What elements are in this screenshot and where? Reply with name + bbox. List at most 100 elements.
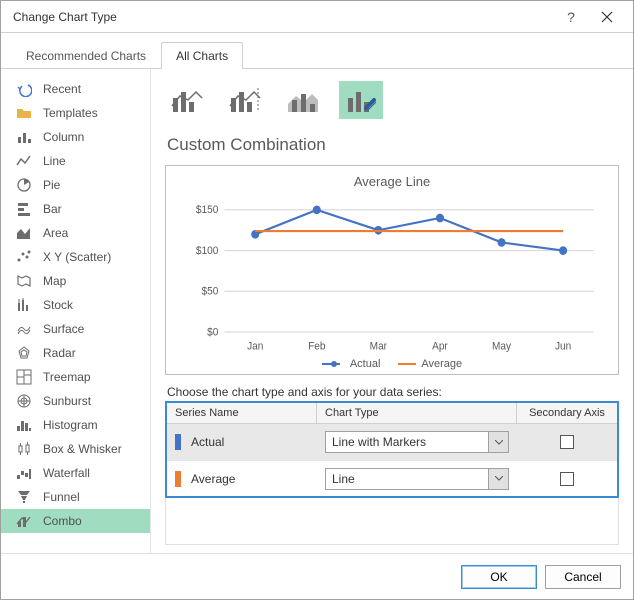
svg-text:Jun: Jun xyxy=(555,341,571,352)
sidebar-item-combo[interactable]: Combo xyxy=(1,509,150,533)
chart-preview-title: Average Line xyxy=(180,174,604,189)
sidebar-item-label: Treemap xyxy=(43,370,91,384)
chart-preview: Average Line $0$50$100$150JanFebMarAprMa… xyxy=(165,165,619,375)
chevron-down-icon xyxy=(488,469,508,489)
subtype-custom-combination[interactable] xyxy=(339,81,383,119)
sidebar-item-radar[interactable]: Radar xyxy=(1,341,150,365)
sidebar-item-box-whisker[interactable]: Box & Whisker xyxy=(1,437,150,461)
histogram-icon xyxy=(15,417,33,433)
series-table: Series Name Chart Type Secondary Axis Ac… xyxy=(165,401,619,498)
svg-text:Mar: Mar xyxy=(370,341,388,352)
series-name-label: Average xyxy=(191,472,235,486)
main-panel: Custom Combination Average Line $0$50$10… xyxy=(151,69,633,553)
sidebar-item-bar[interactable]: Bar xyxy=(1,197,150,221)
section-title: Custom Combination xyxy=(167,135,619,155)
area-icon xyxy=(15,225,33,241)
sidebar-item-label: Templates xyxy=(43,106,98,120)
svg-text:May: May xyxy=(492,341,512,352)
sidebar-item-label: Pie xyxy=(43,178,60,192)
chart-type-select-average[interactable]: Line xyxy=(325,468,509,490)
bar-icon xyxy=(15,201,33,217)
sidebar-item-surface[interactable]: Surface xyxy=(1,317,150,341)
sidebar-item-map[interactable]: Map xyxy=(1,269,150,293)
sidebar-item-label: Radar xyxy=(43,346,76,360)
sidebar-item-label: Sunburst xyxy=(43,394,91,408)
sidebar-item-label: X Y (Scatter) xyxy=(43,250,111,264)
sidebar-item-recent[interactable]: Recent xyxy=(1,77,150,101)
change-chart-type-dialog: Change Chart Type ? Recommended Charts A… xyxy=(0,0,634,600)
ok-button[interactable]: OK xyxy=(461,565,537,589)
line-icon xyxy=(15,153,33,169)
chart-type-value: Line with Markers xyxy=(332,435,426,449)
series-instruction: Choose the chart type and axis for your … xyxy=(167,385,619,399)
sidebar-item-waterfall[interactable]: Waterfall xyxy=(1,461,150,485)
sidebar-item-label: Funnel xyxy=(43,490,80,504)
svg-text:$150: $150 xyxy=(196,205,219,216)
series-row-average: Average Line xyxy=(167,460,617,496)
waterfall-icon xyxy=(15,465,33,481)
dialog-footer: OK Cancel xyxy=(1,553,633,599)
sidebar-item-treemap[interactable]: Treemap xyxy=(1,365,150,389)
header-chart-type: Chart Type xyxy=(317,403,517,423)
tab-recommended[interactable]: Recommended Charts xyxy=(11,42,161,69)
subtype-stacked-area-column[interactable] xyxy=(281,81,325,119)
secondary-axis-checkbox-average[interactable] xyxy=(560,472,574,486)
sidebar-item-pie[interactable]: Pie xyxy=(1,173,150,197)
combo-icon xyxy=(15,513,33,529)
header-secondary-axis: Secondary Axis xyxy=(517,403,617,423)
undo-icon xyxy=(15,81,33,97)
series-table-empty xyxy=(165,498,619,545)
legend-actual: Actual xyxy=(322,358,381,370)
sidebar-item-label: Bar xyxy=(43,202,62,216)
series-color-swatch xyxy=(175,434,181,450)
chart-body: $0$50$100$150JanFebMarAprMayJun xyxy=(180,193,604,356)
svg-text:Feb: Feb xyxy=(308,341,326,352)
series-color-swatch xyxy=(175,471,181,487)
secondary-axis-checkbox-actual[interactable] xyxy=(560,435,574,449)
sidebar-item-label: Line xyxy=(43,154,66,168)
boxwhisker-icon xyxy=(15,441,33,457)
chevron-down-icon xyxy=(488,432,508,452)
treemap-icon xyxy=(15,369,33,385)
svg-text:Apr: Apr xyxy=(432,341,448,352)
subtype-clustered-column-line[interactable] xyxy=(165,81,209,119)
sidebar-item-column[interactable]: Column xyxy=(1,125,150,149)
pie-icon xyxy=(15,177,33,193)
column-icon xyxy=(15,129,33,145)
sidebar-item-funnel[interactable]: Funnel xyxy=(1,485,150,509)
legend-average: Average xyxy=(398,358,462,370)
sidebar-item-stock[interactable]: Stock xyxy=(1,293,150,317)
chart-type-select-actual[interactable]: Line with Markers xyxy=(325,431,509,453)
stock-icon xyxy=(15,297,33,313)
scatter-icon xyxy=(15,249,33,265)
subtype-clustered-column-line-secondary[interactable] xyxy=(223,81,267,119)
sidebar-item-sunburst[interactable]: Sunburst xyxy=(1,389,150,413)
chart-type-sidebar: Recent Templates Column Line Pie Bar Area X Y (… xyxy=(1,69,151,553)
series-name-label: Actual xyxy=(191,435,224,449)
help-button[interactable]: ? xyxy=(553,3,589,31)
sidebar-item-line[interactable]: Line xyxy=(1,149,150,173)
sidebar-item-histogram[interactable]: Histogram xyxy=(1,413,150,437)
svg-text:Jan: Jan xyxy=(247,341,263,352)
sidebar-item-label: Area xyxy=(43,226,68,240)
sidebar-item-label: Recent xyxy=(43,82,81,96)
sidebar-item-area[interactable]: Area xyxy=(1,221,150,245)
chart-type-value: Line xyxy=(332,472,355,486)
dialog-content: Recent Templates Column Line Pie Bar Area X Y (… xyxy=(1,69,633,553)
window-title: Change Chart Type xyxy=(13,10,553,24)
titlebar: Change Chart Type ? xyxy=(1,1,633,33)
sidebar-item-label: Waterfall xyxy=(43,466,90,480)
sidebar-item-label: Map xyxy=(43,274,66,288)
subtype-row xyxy=(165,79,619,133)
sidebar-item-label: Stock xyxy=(43,298,73,312)
cancel-button[interactable]: Cancel xyxy=(545,565,621,589)
close-button[interactable] xyxy=(589,3,625,31)
tab-all-charts[interactable]: All Charts xyxy=(161,42,243,69)
funnel-icon xyxy=(15,489,33,505)
chart-legend: Actual Average xyxy=(180,358,604,370)
sidebar-item-label: Combo xyxy=(43,514,82,528)
svg-text:$50: $50 xyxy=(202,286,219,297)
sidebar-item-x-y-scatter-[interactable]: X Y (Scatter) xyxy=(1,245,150,269)
sidebar-item-label: Box & Whisker xyxy=(43,442,122,456)
sidebar-item-templates[interactable]: Templates xyxy=(1,101,150,125)
